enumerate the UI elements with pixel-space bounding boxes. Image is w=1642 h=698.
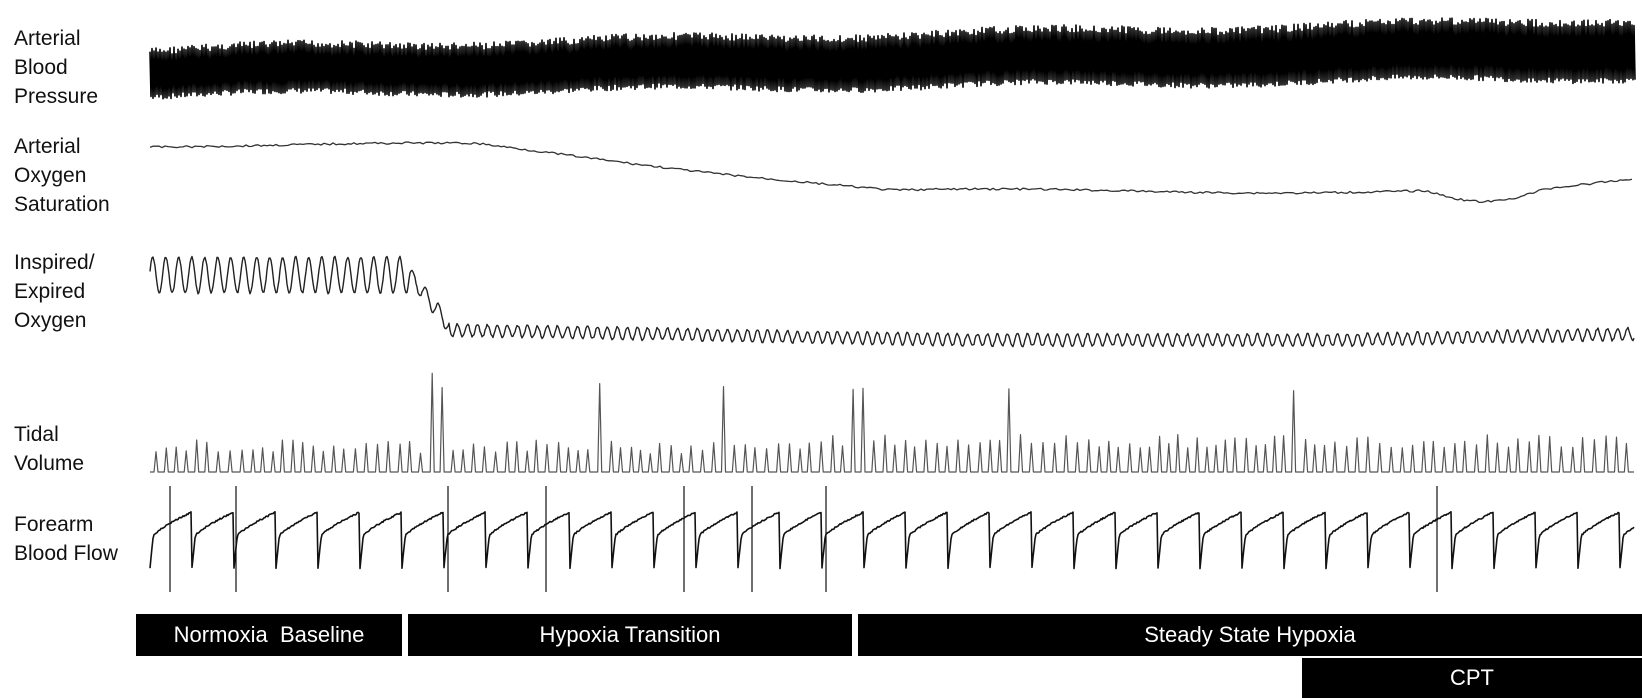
label-inspired-expired-oxygen: Inspired/ Expired Oxygen	[14, 248, 144, 335]
blood-pressure-trace	[149, 17, 1636, 100]
physiological-traces	[149, 17, 1636, 592]
label-line: Expired	[14, 280, 86, 303]
label-forearm-blood-flow: Forearm Blood Flow	[14, 510, 144, 568]
label-line: Inspired/	[14, 251, 95, 274]
label-line: Oxygen	[14, 309, 87, 332]
label-line: Pressure	[14, 85, 99, 108]
label-line: Volume	[14, 452, 85, 475]
label-arterial-blood-pressure: Arterial Blood Pressure	[14, 24, 144, 111]
phase-hypoxia-transition: Hypoxia Transition	[408, 614, 852, 656]
tidal-volume-trace	[150, 372, 1634, 473]
label-line: Saturation	[14, 193, 110, 216]
oxygen-saturation-trace	[149, 141, 1633, 204]
phase-normoxia-baseline: Normoxia Baseline	[136, 614, 402, 656]
label-line: Tidal	[14, 423, 59, 446]
label-line: Arterial	[14, 27, 81, 50]
label-tidal-volume: Tidal Volume	[14, 420, 144, 478]
inspired-expired-oxygen-trace	[149, 255, 1635, 348]
label-line: Blood Flow	[14, 542, 118, 565]
label-line: Oxygen	[14, 164, 87, 187]
label-line: Forearm	[14, 513, 94, 536]
label-arterial-oxygen-saturation: Arterial Oxygen Saturation	[14, 132, 144, 219]
label-line: Arterial	[14, 135, 81, 158]
phase-steady-state-hypoxia: Steady State Hypoxia	[858, 614, 1642, 656]
phase-cpt: CPT	[1302, 658, 1642, 698]
forearm-blood-flow-trace	[149, 511, 1635, 570]
label-line: Blood	[14, 56, 68, 79]
